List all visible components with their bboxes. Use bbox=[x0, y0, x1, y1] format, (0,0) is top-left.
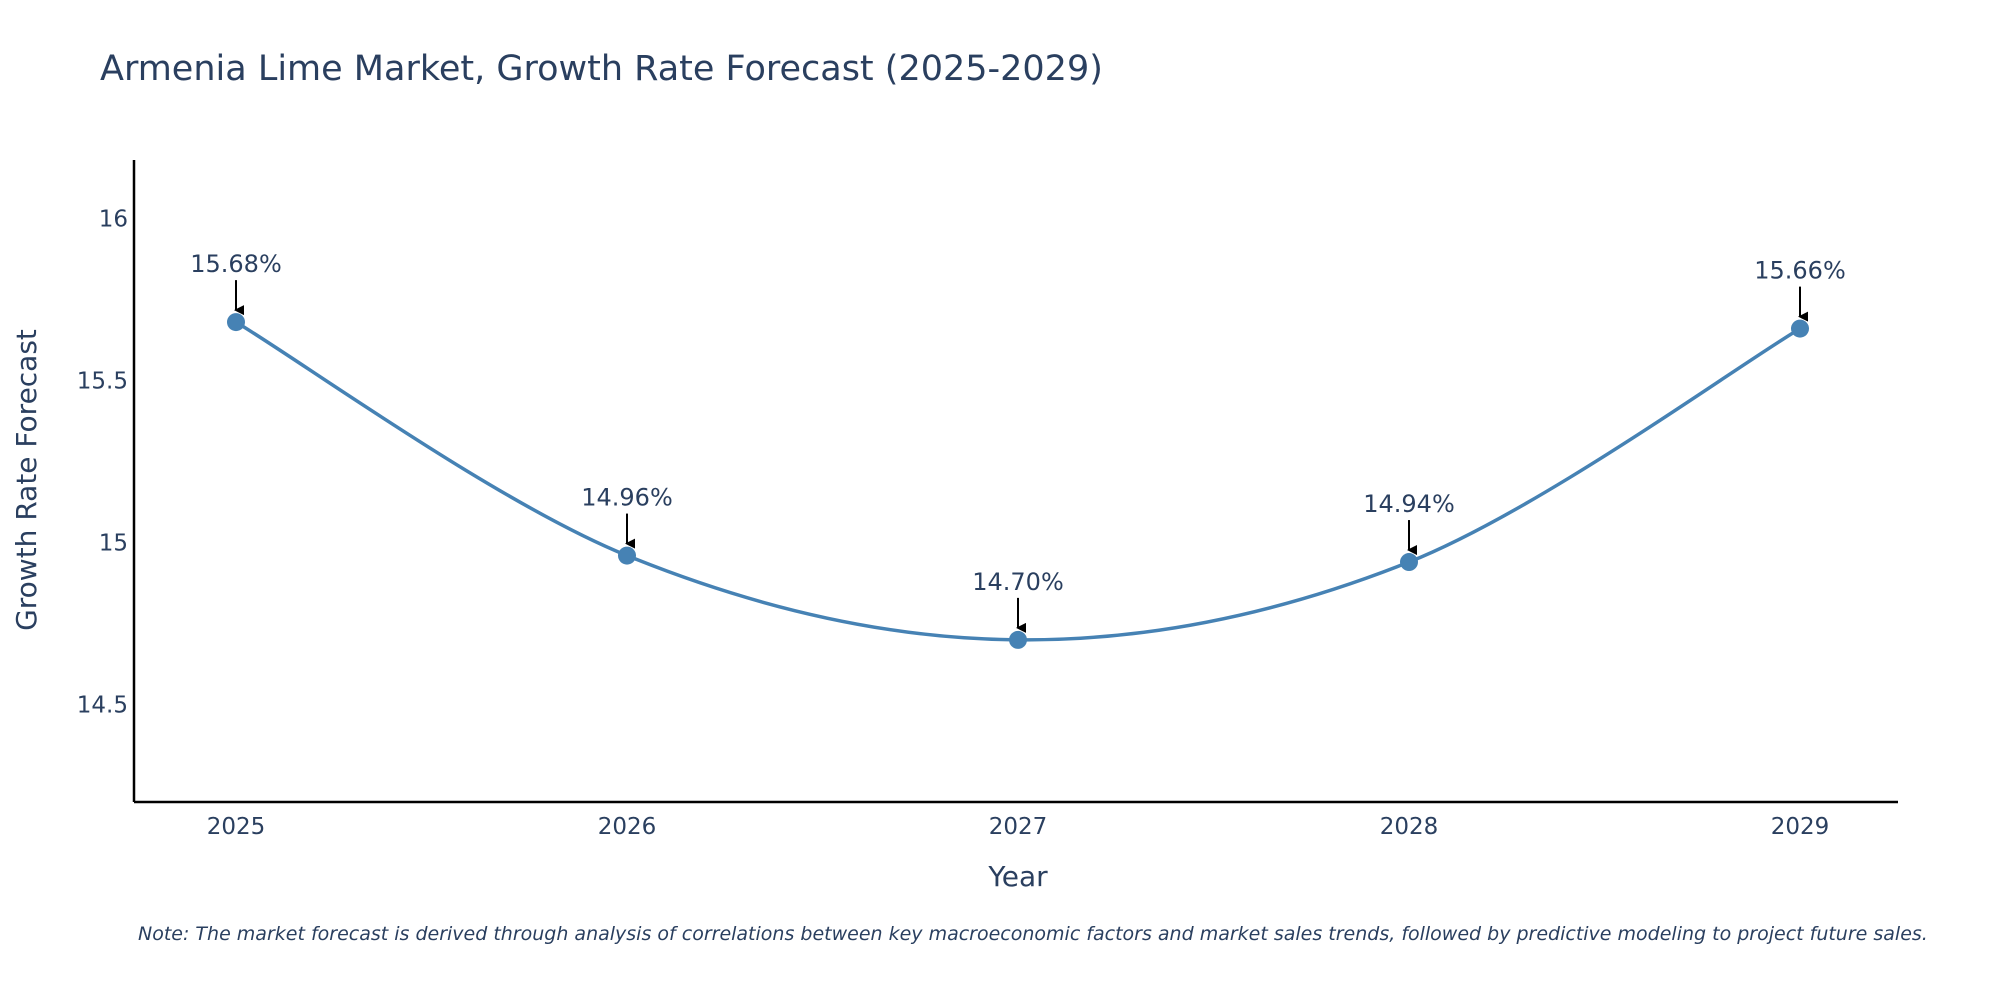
footnote: Note: The market forecast is derived thr… bbox=[138, 923, 1928, 945]
data-point bbox=[1791, 319, 1809, 338]
x-tick-label: 2025 bbox=[207, 814, 266, 840]
x-tick-label: 2026 bbox=[598, 814, 657, 840]
y-tick-label: 14.5 bbox=[77, 693, 128, 719]
data-label: 15.66% bbox=[1754, 257, 1846, 285]
data-label: 15.68% bbox=[190, 250, 282, 278]
data-label: 14.96% bbox=[581, 484, 673, 512]
x-tick-label: 2027 bbox=[989, 814, 1048, 840]
y-axis-title: Growth Rate Forecast bbox=[10, 329, 43, 631]
x-tick-label: 2028 bbox=[1380, 814, 1439, 840]
y-tick-label: 16 bbox=[99, 206, 128, 232]
plot-area: 15.68% 14.96% 14.70% 14.94% 15.66% bbox=[190, 250, 1846, 649]
data-point bbox=[1009, 630, 1027, 649]
x-tick-label: 2029 bbox=[1771, 814, 1830, 840]
data-point bbox=[227, 313, 245, 332]
data-label: 14.94% bbox=[1363, 490, 1455, 518]
y-tick-label: 15.5 bbox=[77, 368, 128, 394]
data-point bbox=[1400, 553, 1418, 572]
y-tick-label: 15 bbox=[99, 531, 128, 557]
chart-title: Armenia Lime Market, Growth Rate Forecas… bbox=[100, 49, 1103, 89]
data-label: 14.70% bbox=[972, 568, 1064, 596]
data-point bbox=[618, 546, 636, 565]
x-axis-title: Year bbox=[987, 860, 1048, 893]
